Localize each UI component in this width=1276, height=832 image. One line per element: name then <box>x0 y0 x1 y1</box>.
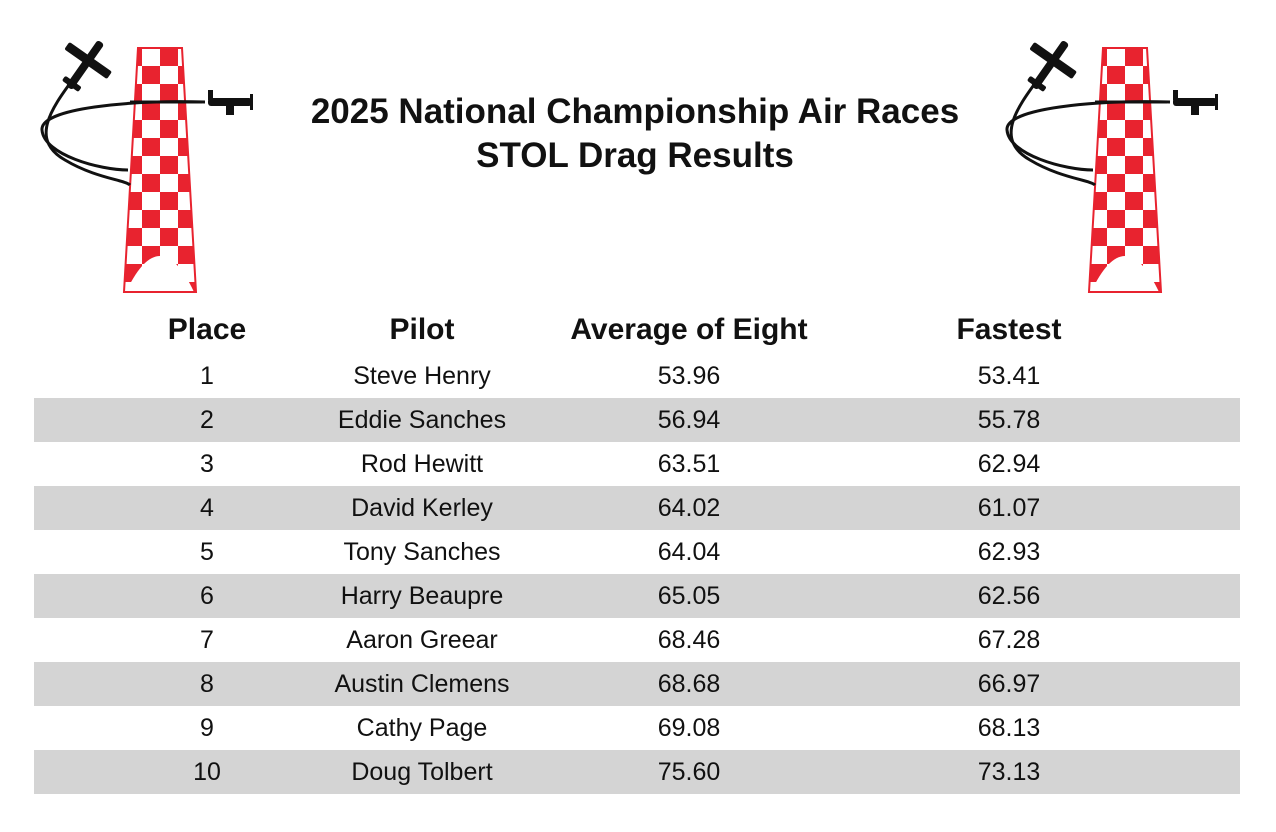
column-header-pilot: Pilot <box>389 313 455 346</box>
average-cell: 64.04 <box>657 537 721 566</box>
airplane-icon <box>62 40 112 92</box>
pilot-cell: Doug Tolbert <box>351 757 493 786</box>
place-cell: 2 <box>200 405 214 434</box>
airplane-icon <box>208 90 253 115</box>
pilot-cell: Rod Hewitt <box>360 449 484 478</box>
fastest-cell: 66.97 <box>977 669 1041 698</box>
average-cell: 63.51 <box>657 449 721 478</box>
document-title: 2025 National Championship Air Races STO… <box>250 90 1020 178</box>
fastest-cell: 55.78 <box>977 405 1041 434</box>
pilot-cell: Cathy Page <box>356 713 488 742</box>
average-cell: 75.60 <box>657 757 721 786</box>
fastest-cell: 68.13 <box>977 713 1041 742</box>
column-header-place: Place <box>167 313 247 346</box>
air-race-pylon-logo-right <box>1005 40 1218 293</box>
results-table: Place Pilot Average of Eight Fastest 1 St… <box>34 306 1240 794</box>
pilot-cell: Harry Beaupre <box>340 581 504 610</box>
table-row: 2 Eddie Sanches 56.94 55.78 <box>34 398 1240 442</box>
title-line-1: 2025 National Championship Air Races <box>310 92 960 131</box>
average-cell: 68.46 <box>657 625 721 654</box>
pilot-cell: Austin Clemens <box>334 669 510 698</box>
table-row: 10 Doug Tolbert 75.60 73.13 <box>34 750 1240 794</box>
fastest-cell: 62.94 <box>977 449 1041 478</box>
table-row: 9 Cathy Page 69.08 68.13 <box>34 706 1240 750</box>
fastest-cell: 62.56 <box>977 581 1041 610</box>
pylon-icon <box>1089 48 1161 292</box>
column-header-average: Average of Eight <box>570 313 808 346</box>
air-race-pylon-logo-left <box>40 40 253 293</box>
average-cell: 56.94 <box>657 405 721 434</box>
flight-path-icon <box>44 77 132 187</box>
table-row: 5 Tony Sanches 64.04 62.93 <box>34 530 1240 574</box>
pilot-cell: Steve Henry <box>353 361 491 390</box>
flight-path-icon <box>1009 77 1097 187</box>
fastest-cell: 53.41 <box>977 361 1041 390</box>
fastest-cell: 67.28 <box>977 625 1041 654</box>
average-cell: 69.08 <box>657 713 721 742</box>
table-header-row: Place Pilot Average of Eight Fastest <box>34 306 1240 354</box>
fastest-cell: 62.93 <box>977 537 1041 566</box>
table-row: 4 David Kerley 64.02 61.07 <box>34 486 1240 530</box>
place-cell: 8 <box>200 669 214 698</box>
title-line-2: STOL Drag Results <box>476 136 794 175</box>
fastest-cell: 73.13 <box>977 757 1041 786</box>
airplane-icon <box>1027 40 1077 92</box>
average-cell: 53.96 <box>657 361 721 390</box>
pilot-cell: Tony Sanches <box>343 537 501 566</box>
table-row: 7 Aaron Greear 68.46 67.28 <box>34 618 1240 662</box>
column-header-fastest: Fastest <box>956 313 1062 346</box>
table-row: 1 Steve Henry 53.96 53.41 <box>34 354 1240 398</box>
table-row: 3 Rod Hewitt 63.51 62.94 <box>34 442 1240 486</box>
pilot-cell: Eddie Sanches <box>337 405 507 434</box>
place-cell: 10 <box>193 757 221 786</box>
fastest-cell: 61.07 <box>977 493 1041 522</box>
place-cell: 4 <box>200 493 214 522</box>
pilot-cell: David Kerley <box>351 493 493 522</box>
table-row: 8 Austin Clemens 68.68 66.97 <box>34 662 1240 706</box>
place-cell: 9 <box>200 713 214 742</box>
place-cell: 3 <box>200 449 214 478</box>
pylon-icon <box>124 48 196 292</box>
place-cell: 5 <box>200 537 214 566</box>
table-body: 1 Steve Henry 53.96 53.41 2 Eddie Sanches 56.9… <box>34 354 1240 794</box>
table-row: 6 Harry Beaupre 65.05 62.56 <box>34 574 1240 618</box>
pilot-cell: Aaron Greear <box>346 625 498 654</box>
place-cell: 6 <box>200 581 214 610</box>
airplane-icon <box>1173 90 1218 115</box>
average-cell: 64.02 <box>657 493 721 522</box>
average-cell: 65.05 <box>657 581 721 610</box>
place-cell: 7 <box>200 625 214 654</box>
place-cell: 1 <box>200 361 214 390</box>
average-cell: 68.68 <box>657 669 721 698</box>
